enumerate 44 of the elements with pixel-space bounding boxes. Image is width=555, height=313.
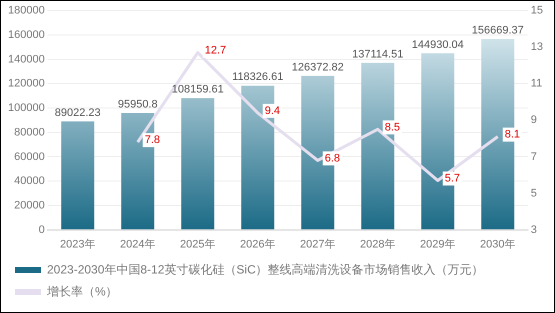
x-tick-label: 2023年 [60, 238, 96, 250]
data-label: 137114.51 [352, 48, 404, 60]
data-label: 144930.04 [412, 38, 464, 51]
data-label: 89022.23 [54, 106, 101, 119]
data-label: 156669.37 [472, 24, 524, 37]
y2-tick-label: 13 [530, 41, 544, 54]
y-tick-label: 120000 [8, 78, 45, 90]
bar [61, 121, 94, 230]
x-tick-label: 2026年 [240, 238, 276, 250]
y-tick-label: 0 [38, 224, 45, 236]
data-label: 7.8 [144, 134, 160, 146]
y-tick-label: 180000 [8, 4, 45, 17]
y-tick-label: 40000 [14, 175, 45, 188]
y-tick-label: 20000 [14, 199, 45, 212]
data-label: 12.7 [204, 44, 226, 57]
x-tick-label: 2025年 [180, 238, 216, 250]
data-label: 108159.61 [172, 84, 224, 96]
data-label: 6.8 [324, 152, 340, 164]
bar [181, 98, 214, 230]
x-tick-label: 2030年 [480, 238, 516, 250]
legend-label: 2023-2030年中国8-12英寸碳化硅（SiC）整线高端清洗设备市场销售收入（万元） [47, 262, 484, 276]
y2-tick-label: 3 [530, 224, 537, 236]
data-label: 118326.61 [232, 71, 284, 84]
x-tick-label: 2024年 [120, 238, 156, 250]
data-label: 5.7 [444, 172, 460, 185]
data-label: 95950.8 [118, 98, 158, 110]
data-label: 126372.82 [292, 61, 344, 74]
data-label: 8.1 [504, 128, 520, 141]
x-tick-label: 2028年 [360, 238, 396, 250]
y2-tick-label: 7 [530, 150, 537, 163]
y2-tick-label: 11 [530, 78, 542, 90]
y-tick-label: 160000 [8, 28, 45, 41]
data-label: 9.4 [264, 104, 280, 117]
x-tick-label: 2029年 [420, 238, 456, 250]
y-tick-label: 100000 [8, 102, 45, 114]
y2-tick-label: 15 [530, 4, 544, 17]
y-tick-label: 80000 [14, 126, 45, 138]
x-tick-label: 2027年 [300, 238, 336, 250]
data-label: 8.5 [384, 121, 400, 134]
y2-tick-label: 5 [530, 187, 537, 200]
y-tick-label: 140000 [8, 53, 45, 66]
legend-label: 增长率（%） [46, 284, 118, 298]
y2-tick-label: 9 [530, 114, 537, 126]
y-tick-label: 60000 [14, 150, 45, 163]
